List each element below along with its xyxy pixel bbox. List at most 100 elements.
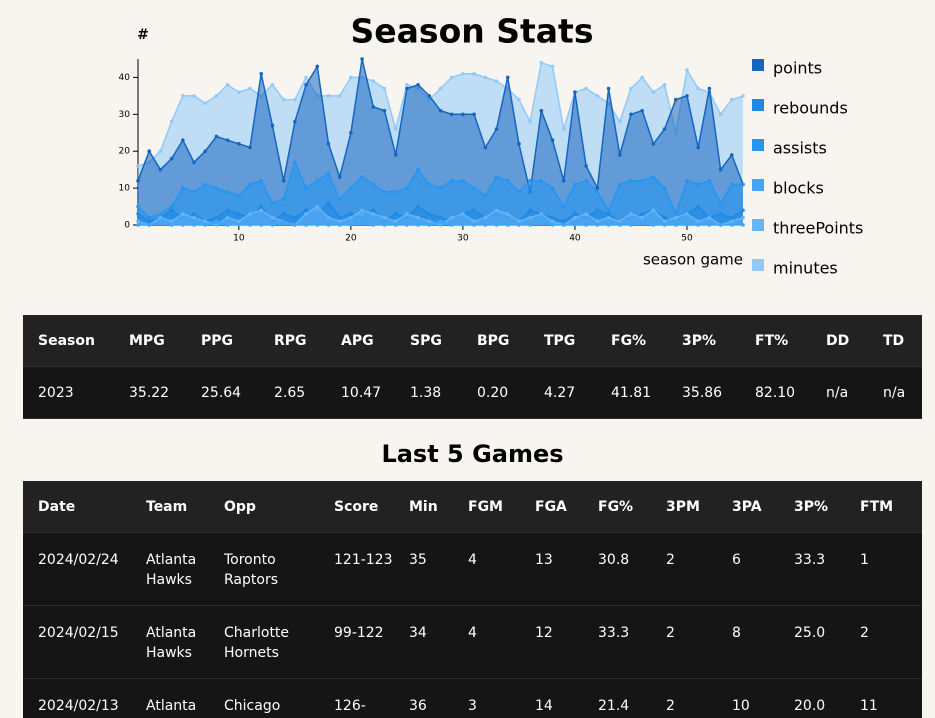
- point: [550, 64, 555, 69]
- point: [293, 160, 297, 165]
- point: [707, 223, 712, 227]
- point: [494, 79, 499, 83]
- y-tick-label: 30: [119, 110, 131, 120]
- area: [138, 162, 743, 225]
- point: [225, 215, 230, 220]
- table-cell: 2: [666, 698, 675, 714]
- point: [539, 60, 544, 65]
- point: [528, 208, 532, 213]
- point: [136, 204, 140, 209]
- x-tick-label: 30: [457, 234, 469, 244]
- point: [573, 223, 577, 227]
- point: [696, 219, 700, 224]
- header-cell: TD: [883, 332, 905, 349]
- point: [617, 223, 622, 227]
- point: [438, 186, 443, 190]
- point: [225, 83, 230, 87]
- table-cell: 82.10: [755, 384, 796, 401]
- point: [225, 208, 230, 213]
- point: [629, 223, 633, 227]
- point: [393, 153, 398, 157]
- point: [640, 212, 644, 216]
- games-table: Date Team Opp Score Min FGM FGA FG% 3PM 3PA 3P% FTM…: [23, 481, 922, 718]
- point: [225, 190, 230, 194]
- header-cell: PPG: [201, 332, 234, 349]
- legend-swatch: [752, 99, 764, 111]
- legend-label: points: [773, 59, 822, 78]
- point: [483, 223, 488, 227]
- table-cell: n/a: [826, 384, 849, 401]
- point: [707, 215, 712, 220]
- point: [617, 153, 622, 157]
- table-cell: Chicago: [224, 698, 281, 714]
- point: [629, 178, 633, 183]
- header-row: Season MPG PPG RPG APG SPG BPG TPG FG% 3P% FT% DD TD: [23, 315, 922, 367]
- point: [651, 223, 656, 227]
- point: [405, 83, 409, 87]
- point: [472, 71, 476, 76]
- table-row: 2024/02/15 Atlanta Hawks Charlotte Hornets…: [23, 606, 922, 679]
- table-cell: 2: [666, 625, 675, 641]
- table-cell: 4: [468, 625, 477, 641]
- chart-title: Season Stats: [351, 12, 594, 51]
- header-cell: FG%: [611, 332, 647, 349]
- header-cell: Opp: [224, 498, 256, 515]
- point: [237, 142, 241, 146]
- header-cell: RPG: [274, 332, 307, 349]
- table-cell: 6: [732, 552, 741, 568]
- point: [528, 223, 532, 227]
- point: [158, 149, 163, 154]
- point: [651, 175, 656, 179]
- point: [237, 219, 241, 224]
- point: [606, 223, 611, 227]
- point: [662, 186, 667, 190]
- point: [561, 178, 566, 183]
- point: [360, 219, 364, 224]
- point: [181, 138, 185, 142]
- point: [505, 178, 510, 183]
- point: [281, 212, 286, 216]
- point: [662, 83, 667, 87]
- point: [449, 215, 454, 220]
- point: [181, 223, 185, 227]
- point: [461, 178, 465, 183]
- point: [461, 223, 465, 227]
- point: [192, 94, 196, 98]
- table-cell: 11: [860, 698, 878, 714]
- table-cell: 4.27: [544, 384, 576, 401]
- point: [561, 223, 566, 227]
- point: [718, 201, 723, 205]
- point: [427, 212, 432, 216]
- point: [315, 223, 320, 227]
- header-cell: 3PM: [666, 498, 700, 515]
- point: [270, 123, 275, 128]
- point: [438, 219, 443, 224]
- point: [595, 190, 600, 194]
- point: [315, 204, 320, 209]
- point: [158, 215, 163, 220]
- point: [416, 204, 420, 209]
- point: [528, 119, 532, 124]
- point: [584, 223, 588, 227]
- point: [707, 86, 712, 91]
- point: [393, 127, 398, 131]
- y-tick-label: 10: [119, 184, 131, 194]
- x-tick-label: 20: [345, 234, 357, 244]
- point: [539, 178, 544, 183]
- point: [315, 64, 320, 69]
- point: [326, 201, 331, 205]
- point: [640, 219, 644, 224]
- table-cell: 30.8: [598, 552, 630, 568]
- point: [685, 212, 689, 216]
- point: [405, 212, 409, 216]
- point: [293, 119, 297, 124]
- point: [270, 83, 275, 87]
- point: [405, 186, 409, 190]
- point: [315, 178, 320, 183]
- point: [696, 182, 700, 187]
- point: [550, 186, 555, 190]
- point: [203, 219, 208, 224]
- header-cell: FGA: [535, 498, 567, 515]
- legend-label: assists: [773, 139, 827, 158]
- point: [259, 178, 264, 183]
